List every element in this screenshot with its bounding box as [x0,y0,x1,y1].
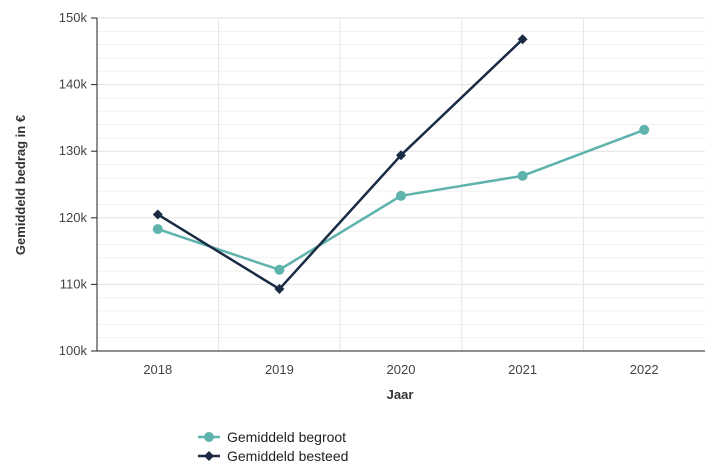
y-tick-label: 120k [59,210,88,225]
data-point-begroot[interactable] [396,150,406,161]
y-axis-title: Gemiddeld bedrag in € [13,115,28,255]
data-point-begroot[interactable] [517,170,528,181]
y-tick-label: 150k [59,10,88,25]
x-tick-label: 2018 [143,362,172,377]
data-point-begroot[interactable] [274,284,285,295]
x-tick-label: 2021 [508,362,537,377]
y-tick-label: 130k [59,143,88,158]
legend-marker-besteed [204,451,214,461]
x-tick-label: 2019 [265,362,294,377]
series-layer [152,34,650,295]
legend: Gemiddeld begroot Gemiddeld besteed [198,429,348,464]
x-axis-title: Jaar [387,387,414,402]
data-point-begroot[interactable] [274,264,285,275]
series-line-besteed [157,38,524,291]
label-layer: 100k 110k 120k 130k 140k 150k 2018 2019 2020 2021… [59,10,659,377]
y-tick-label: 100k [59,343,88,358]
legend-item-besteed[interactable]: Gemiddeld besteed [198,448,348,464]
legend-marker-begroot [204,432,214,442]
x-tick-label: 2020 [387,362,416,377]
axis-layer [91,17,705,352]
data-point-begroot[interactable] [517,34,528,45]
data-point-begroot[interactable] [152,224,163,235]
data-point-begroot[interactable] [639,124,650,135]
legend-label-begroot: Gemiddeld begroot [227,429,346,445]
data-point-begroot[interactable] [396,190,406,201]
y-tick-label: 110k [60,276,88,291]
y-tick-label: 140k [59,77,88,92]
legend-label-besteed: Gemiddeld besteed [227,448,348,464]
data-point-begroot[interactable] [152,209,163,220]
x-tick-label: 2022 [630,362,659,377]
legend-item-begroot[interactable]: Gemiddeld begroot [198,429,346,445]
grid-layer [97,17,705,351]
